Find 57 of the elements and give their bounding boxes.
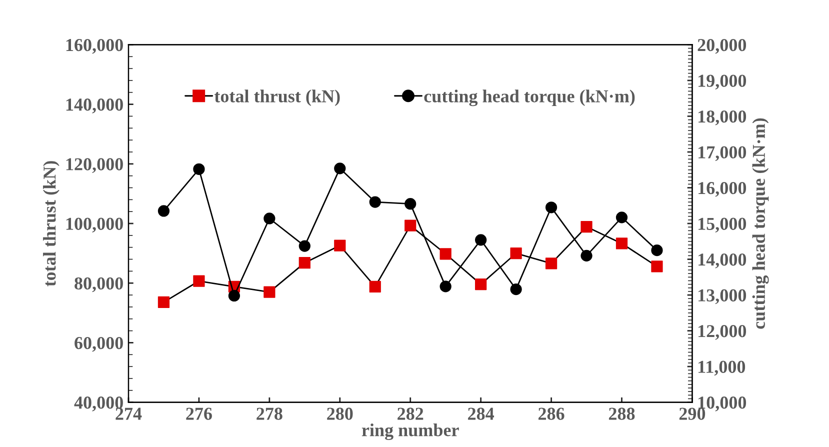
point bbox=[510, 247, 522, 260]
y2-tick-label: 20,000 bbox=[698, 38, 746, 54]
point bbox=[440, 248, 452, 260]
point bbox=[228, 290, 240, 302]
point bbox=[264, 212, 276, 224]
point bbox=[545, 258, 558, 270]
y-tick-label: 100,000 bbox=[66, 218, 123, 233]
y2-tick-label: 15,000 bbox=[698, 218, 746, 233]
point bbox=[616, 238, 628, 250]
y2-tick-label: 16,000 bbox=[698, 182, 746, 197]
point bbox=[580, 220, 592, 233]
y-axis-title: total thrust (kN) bbox=[43, 161, 60, 286]
point bbox=[510, 283, 522, 296]
x-tick-label: 280 bbox=[327, 408, 353, 420]
y2-axis-title: cutting head torque (kN·m) bbox=[752, 118, 769, 329]
point bbox=[334, 240, 346, 252]
y2-tick-label: 11,000 bbox=[698, 360, 746, 376]
y2-tick-label: 13,000 bbox=[698, 289, 746, 304]
point bbox=[651, 244, 663, 256]
point bbox=[580, 250, 592, 262]
x-tick-label: 288 bbox=[608, 408, 635, 420]
legend-label: cutting head torque (kN·m) bbox=[424, 90, 635, 106]
point bbox=[158, 296, 170, 308]
point bbox=[264, 286, 276, 298]
point bbox=[404, 220, 416, 232]
point bbox=[369, 280, 381, 292]
point bbox=[404, 198, 416, 210]
point bbox=[616, 212, 628, 224]
point bbox=[298, 257, 310, 269]
point bbox=[193, 163, 205, 175]
point bbox=[193, 275, 205, 287]
point bbox=[651, 260, 663, 272]
y2-tick-label: 12,000 bbox=[698, 325, 746, 340]
x-tick-label: 282 bbox=[398, 408, 424, 420]
x-tick-label: 276 bbox=[186, 408, 212, 420]
point bbox=[369, 196, 381, 208]
point bbox=[545, 202, 558, 214]
point bbox=[475, 234, 487, 246]
y-tick-label: 140,000 bbox=[66, 98, 123, 114]
point bbox=[298, 240, 310, 252]
x-tick-label: 278 bbox=[256, 408, 282, 420]
point bbox=[334, 162, 346, 174]
y2-tick-label: 18,000 bbox=[698, 110, 746, 126]
x-tick-label: 284 bbox=[468, 408, 494, 420]
x-axis-title: ring number bbox=[362, 424, 459, 440]
y2-tick-label: 14,000 bbox=[698, 254, 746, 268]
legend-label: total thrust (kN) bbox=[214, 90, 340, 106]
point bbox=[158, 205, 170, 217]
y-tick-label: 120,000 bbox=[66, 158, 123, 173]
y-tick-label: 160,000 bbox=[66, 38, 123, 54]
x-tick-label: 286 bbox=[538, 408, 564, 420]
y2-tick-label: 17,000 bbox=[698, 146, 746, 162]
point bbox=[440, 280, 452, 292]
y-tick-label: 60,000 bbox=[74, 336, 123, 352]
y-tick-label: 80,000 bbox=[74, 277, 123, 292]
y2-tick-label: 19,000 bbox=[698, 74, 746, 90]
point bbox=[475, 278, 487, 290]
